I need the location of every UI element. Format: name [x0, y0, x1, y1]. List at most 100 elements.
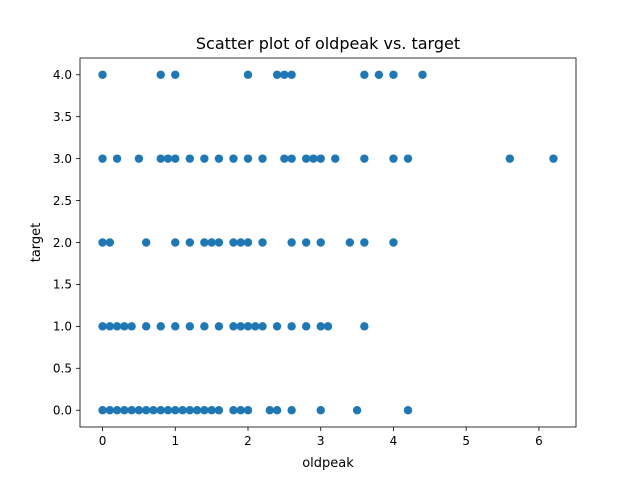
scatter-point — [156, 70, 165, 79]
scatter-point — [120, 406, 129, 415]
scatter-point — [141, 238, 151, 247]
x-tick-label: 3 — [317, 434, 325, 448]
scatter-point — [214, 154, 224, 163]
scatter-point — [280, 154, 289, 163]
x-tick-label: 2 — [244, 434, 252, 448]
scatter-point — [360, 322, 369, 331]
scatter-point — [280, 70, 289, 79]
scatter-point — [105, 322, 115, 331]
scatter-point — [316, 154, 325, 163]
scatter-point — [134, 154, 144, 163]
scatter-point — [374, 70, 384, 79]
scatter-point — [98, 322, 107, 331]
scatter-point — [149, 406, 158, 415]
scatter-point — [258, 238, 267, 247]
scatter-point — [207, 406, 216, 415]
scatter-point — [236, 322, 245, 331]
scatter-point — [192, 406, 202, 415]
scatter-point — [127, 406, 136, 415]
scatter-point — [316, 406, 325, 415]
scatter-point — [316, 238, 325, 247]
scatter-point — [185, 238, 195, 247]
scatter-point — [171, 406, 180, 415]
scatter-point — [112, 322, 122, 331]
scatter-point — [258, 154, 267, 163]
scatter-point — [120, 322, 129, 331]
scatter-point — [214, 406, 224, 415]
scatter-point — [323, 322, 333, 331]
scatter-point — [200, 238, 209, 247]
scatter-point — [272, 406, 282, 415]
y-tick-label: 2.0 — [53, 236, 72, 250]
scatter-point — [287, 406, 296, 415]
scatter-point — [236, 406, 245, 415]
y-axis-label: target — [29, 223, 44, 263]
scatter-point — [185, 322, 195, 331]
scatter-point — [251, 322, 260, 331]
scatter-point — [141, 406, 151, 415]
scatter-point — [345, 238, 355, 247]
scatter-point — [287, 238, 296, 247]
y-tick-label: 3.0 — [53, 152, 72, 166]
scatter-point — [98, 238, 107, 247]
scatter-point — [98, 406, 107, 415]
scatter-point — [389, 238, 398, 247]
scatter-point — [200, 322, 209, 331]
scatter-point — [360, 154, 369, 163]
scatter-point — [236, 238, 245, 247]
scatter-point — [229, 154, 238, 163]
scatter-point — [207, 238, 216, 247]
scatter-point — [243, 322, 253, 331]
y-tick-label: 1.0 — [53, 320, 72, 334]
scatter-point — [178, 406, 187, 415]
chart-title: Scatter plot of oldpeak vs. target — [196, 34, 460, 53]
scatter-point — [403, 154, 413, 163]
y-ticks: 0.0 0.5 1.0 1.5 2.0 2.5 3.0 3.5 4.0 — [53, 68, 80, 418]
scatter-point — [105, 406, 115, 415]
y-tick-label: 3.5 — [53, 110, 72, 124]
scatter-point — [163, 154, 173, 163]
plot-area — [80, 58, 576, 427]
scatter-point — [301, 322, 311, 331]
plot-frame — [79, 57, 577, 428]
scatter-point — [156, 322, 165, 331]
scatter-point — [214, 322, 224, 331]
scatter-point — [171, 154, 180, 163]
scatter-point — [105, 238, 115, 247]
scatter-point — [505, 154, 515, 163]
scatter-point — [171, 70, 180, 79]
scatter-point — [331, 154, 340, 163]
scatter-point — [185, 406, 195, 415]
x-ticks: 0 1 2 3 4 5 6 — [99, 427, 543, 448]
y-tick-label: 0.5 — [53, 362, 72, 376]
scatter-point — [287, 322, 296, 331]
x-tick-label: 6 — [535, 434, 543, 448]
scatter-point — [163, 406, 173, 415]
scatter-point — [418, 70, 427, 79]
x-tick-label: 0 — [99, 434, 107, 448]
scatter-point — [265, 406, 275, 415]
scatter-point — [352, 406, 362, 415]
scatter-point — [141, 322, 151, 331]
scatter-point — [112, 406, 122, 415]
y-tick-label: 2.5 — [53, 194, 72, 208]
scatter-point — [243, 238, 253, 247]
scatter-point — [127, 322, 136, 331]
scatter-point — [98, 154, 107, 163]
x-axis-label: oldpeak — [302, 456, 354, 471]
scatter-point — [229, 238, 238, 247]
scatter-point — [287, 70, 296, 79]
scatter-point — [156, 406, 165, 415]
y-tick-label: 1.5 — [53, 278, 72, 292]
scatter-point — [243, 70, 253, 79]
scatter-point — [309, 154, 318, 163]
scatter-point — [360, 238, 369, 247]
scatter-point — [214, 238, 224, 247]
x-tick-label: 1 — [171, 434, 179, 448]
scatter-point — [112, 154, 122, 163]
scatter-point — [389, 70, 398, 79]
scatter-point — [389, 154, 398, 163]
scatter-point — [272, 70, 282, 79]
